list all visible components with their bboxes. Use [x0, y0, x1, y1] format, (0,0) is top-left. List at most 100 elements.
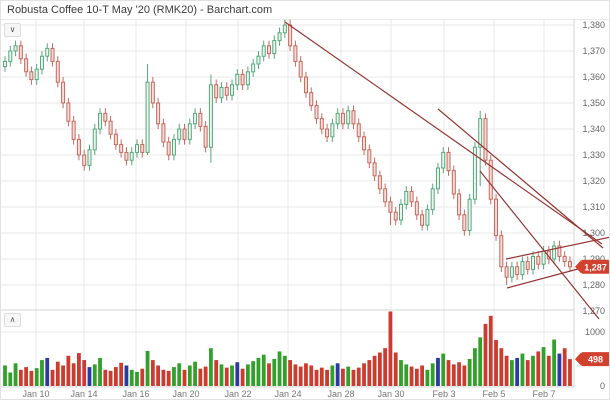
- candle-body: [483, 118, 488, 161]
- candle-body: [235, 73, 240, 86]
- candle-body: [3, 60, 7, 68]
- collapse-price-panel-button[interactable]: ∨: [4, 23, 21, 37]
- volume-bar: [272, 359, 277, 386]
- volume-bar: [150, 360, 155, 386]
- candle-body: [393, 211, 398, 221]
- volume-bar: [362, 363, 366, 386]
- candle-body: [61, 81, 66, 104]
- x-axis-label: Jan 10: [22, 389, 49, 399]
- volume-bar: [240, 368, 245, 386]
- candle-body: [441, 151, 446, 169]
- last-volume-badge-arrow: [575, 352, 581, 366]
- candle-body: [24, 58, 29, 73]
- volume-bar: [256, 357, 261, 386]
- candle-body: [314, 105, 319, 120]
- candle-body: [34, 68, 39, 81]
- volume-bar: [161, 369, 166, 386]
- x-axis-label: Jan 28: [327, 389, 354, 399]
- volume-bar: [82, 360, 87, 386]
- price-tick-label: 1,380: [582, 20, 605, 30]
- volume-bar: [531, 355, 535, 386]
- candle-body: [562, 255, 567, 263]
- x-axis-label: Jan 24: [274, 389, 301, 399]
- candle-body: [214, 84, 219, 99]
- candle-body: [288, 24, 293, 47]
- candle-body: [435, 167, 440, 190]
- candle-body: [124, 151, 129, 161]
- candle-body: [156, 102, 161, 125]
- volume-bar: [304, 363, 308, 386]
- volume-bar: [198, 368, 203, 386]
- candle-body: [335, 112, 340, 125]
- x-axis-label: Feb 5: [482, 389, 505, 399]
- volume-bar: [293, 364, 298, 386]
- candle-body: [108, 120, 113, 135]
- volume-bar: [546, 355, 551, 386]
- candle-body: [267, 45, 271, 55]
- collapse-volume-panel-button[interactable]: ∧: [4, 313, 21, 327]
- volume-bar: [261, 354, 266, 386]
- candle-body: [457, 193, 462, 216]
- candle-body: [240, 73, 245, 86]
- volume-bar: [509, 360, 514, 386]
- candle-body: [367, 149, 372, 164]
- candle-body: [103, 112, 108, 122]
- volume-bar: [13, 363, 18, 386]
- trendline-downtrend-steep: [479, 170, 600, 320]
- candle-body: [330, 123, 335, 138]
- volume-bar: [467, 359, 472, 386]
- volume-bar: [235, 362, 240, 386]
- volume-bar: [420, 365, 425, 386]
- candle-body: [515, 266, 520, 276]
- chart-title: Robusta Coffee 10-T May '20 (RMK20) - Ba…: [1, 1, 609, 19]
- volume-bar: [488, 315, 493, 386]
- volume-bar: [55, 361, 60, 386]
- volume-bar: [245, 364, 250, 386]
- candle-body: [71, 120, 76, 140]
- volume-bar: [203, 366, 208, 386]
- volume-bar: [135, 371, 139, 386]
- volume-bar: [309, 365, 314, 386]
- price-tick-label: 1,360: [582, 72, 605, 82]
- candle-body: [50, 47, 55, 62]
- volume-bar: [515, 357, 520, 386]
- volume-bar: [446, 360, 451, 386]
- candle-body: [145, 81, 150, 153]
- candle-body: [362, 136, 367, 151]
- candle-body: [346, 110, 351, 125]
- candle-body: [55, 60, 60, 83]
- volume-bar: [113, 367, 118, 386]
- volume-bar: [172, 367, 176, 386]
- candle-body: [488, 159, 493, 200]
- volume-bar: [520, 353, 525, 386]
- candle-body: [277, 32, 282, 42]
- candle-body: [45, 47, 50, 57]
- last-price-badge-text: 1,287: [584, 262, 607, 272]
- volume-bar: [288, 360, 293, 386]
- candle-body: [325, 128, 330, 138]
- volume-bar: [457, 362, 461, 386]
- candle-body: [272, 40, 277, 55]
- x-axis-label: Jan 20: [172, 389, 199, 399]
- trendline-downtrend-secondary: [437, 108, 604, 249]
- volume-bar: [436, 357, 440, 386]
- volume-bar: [536, 351, 541, 386]
- volume-bar: [251, 361, 256, 386]
- candle-body: [414, 201, 419, 216]
- candle-body: [567, 261, 572, 268]
- volume-bar: [314, 369, 319, 386]
- candle-body: [467, 198, 472, 231]
- volume-bar: [34, 368, 39, 386]
- volume-bar: [499, 348, 504, 386]
- price-tick-label: 1,320: [582, 176, 605, 186]
- last-price-badge-box: [581, 259, 609, 274]
- candle-body: [171, 138, 176, 156]
- volume-bar: [388, 311, 393, 386]
- volume-bar: [187, 365, 192, 386]
- volume-bar: [562, 348, 567, 386]
- volume-bar: [224, 367, 229, 386]
- candle-body: [29, 71, 34, 81]
- candle-body: [303, 76, 308, 94]
- candle-body: [430, 188, 435, 211]
